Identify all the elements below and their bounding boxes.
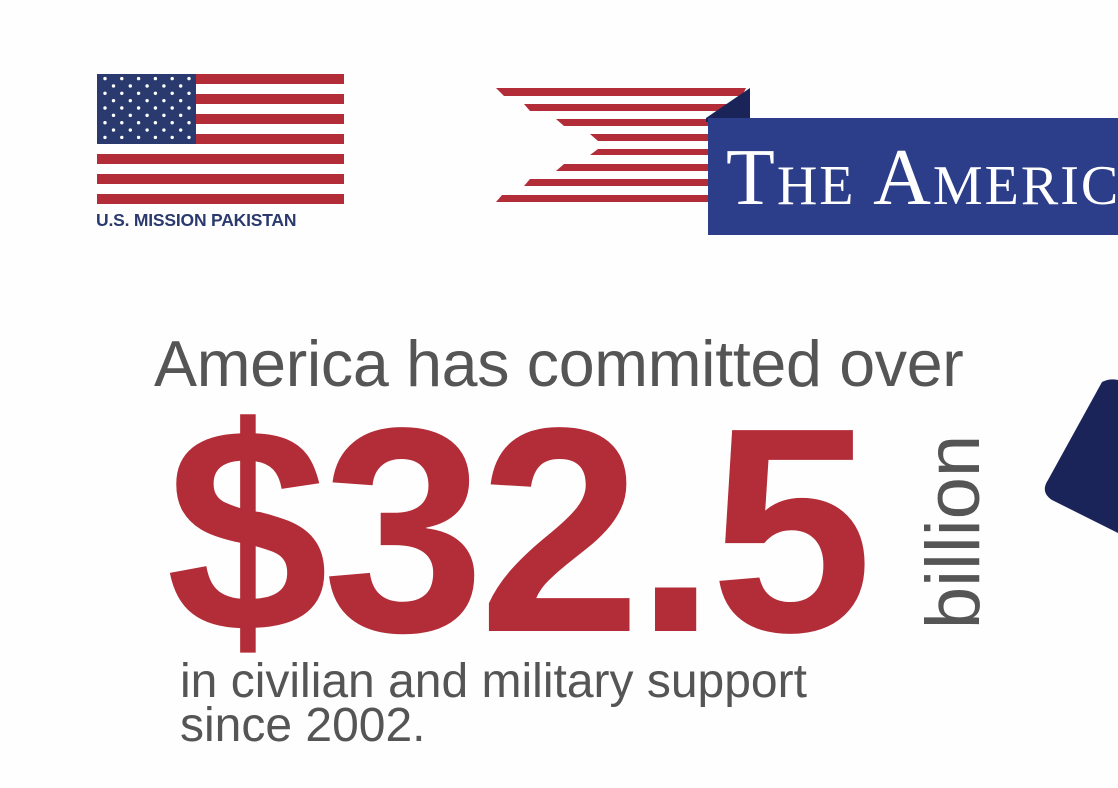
flag-stripe bbox=[97, 164, 344, 175]
flag-star bbox=[179, 98, 183, 103]
flag-star bbox=[187, 106, 191, 110]
flag-star bbox=[111, 113, 116, 118]
flag-star bbox=[170, 106, 174, 110]
ribbon-stripe bbox=[524, 104, 734, 111]
amount-figure: $32.5 bbox=[166, 367, 873, 693]
flag-star bbox=[103, 135, 107, 140]
banner: The Americ bbox=[708, 118, 1118, 235]
flag-star bbox=[179, 113, 183, 118]
flag-stripe bbox=[97, 134, 344, 145]
headline: America has committed over bbox=[154, 328, 964, 400]
flag-star bbox=[170, 135, 174, 140]
flag-stripe bbox=[97, 114, 344, 125]
flag-star bbox=[103, 106, 107, 110]
flag-star bbox=[136, 135, 141, 140]
flag-star bbox=[111, 98, 116, 103]
flag-star bbox=[162, 113, 166, 118]
banner-fold-shape bbox=[706, 88, 750, 122]
flag-star bbox=[170, 91, 174, 95]
flag-star bbox=[170, 76, 174, 81]
flag-stripe bbox=[97, 194, 344, 204]
flag-star bbox=[145, 98, 149, 103]
flag-star bbox=[120, 91, 124, 95]
flag-stripe bbox=[97, 74, 344, 85]
flag-star bbox=[153, 135, 158, 140]
subtext-line-2: since 2002. bbox=[180, 699, 426, 752]
banner-fold-icon bbox=[706, 88, 750, 122]
ribbon-stripe bbox=[556, 164, 716, 171]
flag-star bbox=[145, 113, 149, 118]
flag-stripe bbox=[97, 154, 344, 165]
flag-star bbox=[153, 76, 158, 81]
mission-label: U.S. MISSION PAKISTAN bbox=[96, 210, 297, 230]
stripes-ribbon-icon bbox=[496, 88, 746, 202]
flag-star bbox=[111, 84, 116, 88]
flag-stripe bbox=[97, 184, 344, 195]
flag-star bbox=[128, 98, 132, 103]
flag-star bbox=[103, 121, 107, 125]
flag-star bbox=[128, 128, 132, 132]
flag-star bbox=[187, 121, 191, 125]
flag-star bbox=[187, 91, 191, 95]
flag-stripe bbox=[97, 104, 344, 115]
flag-star bbox=[179, 128, 183, 132]
banner-title: The Americ bbox=[726, 134, 1118, 222]
flag-star bbox=[120, 106, 124, 110]
flag-star bbox=[153, 106, 158, 110]
flag-star bbox=[136, 76, 141, 81]
ribbon-stripe bbox=[524, 179, 716, 186]
flag-star bbox=[128, 84, 132, 88]
flag-star bbox=[145, 84, 149, 88]
flag-stripe bbox=[97, 94, 344, 105]
flag-star bbox=[120, 76, 124, 81]
flag-star bbox=[162, 98, 166, 103]
flag-star bbox=[120, 121, 124, 125]
flag-star bbox=[162, 84, 166, 88]
ribbon-stripe bbox=[496, 88, 746, 96]
flag-star bbox=[128, 113, 132, 118]
flag-star bbox=[187, 76, 191, 81]
us-flag-icon bbox=[97, 74, 344, 204]
flag-star bbox=[153, 91, 158, 95]
flag-star bbox=[179, 84, 183, 88]
flag-star bbox=[145, 128, 149, 132]
subtext-line-1: in civilian and military support bbox=[180, 655, 807, 708]
ribbon-stripe bbox=[496, 195, 716, 202]
flag-star bbox=[170, 121, 174, 125]
flag-star bbox=[162, 128, 166, 132]
flag-stripe bbox=[97, 84, 344, 95]
navy-ribbon-path bbox=[1044, 379, 1118, 533]
flag-stripe bbox=[97, 144, 344, 155]
flag-star bbox=[153, 121, 158, 125]
flag-stripe bbox=[97, 174, 344, 185]
navy-ribbon-shape bbox=[1044, 379, 1118, 533]
flag-star bbox=[187, 135, 191, 140]
amount-unit: billion bbox=[911, 434, 996, 630]
ribbon-stripe bbox=[556, 119, 724, 126]
ribbon-stripe bbox=[590, 134, 716, 141]
flag-star bbox=[111, 128, 116, 132]
flag-stripe bbox=[97, 124, 344, 135]
flag-star bbox=[103, 76, 107, 81]
flag-star bbox=[136, 106, 141, 110]
ribbon-stripe bbox=[590, 149, 716, 155]
flag-star bbox=[120, 135, 124, 140]
flag-star bbox=[103, 91, 107, 95]
flag-star bbox=[136, 121, 141, 125]
flag-star bbox=[136, 91, 141, 95]
subtext: in civilian and military support since 2… bbox=[180, 655, 807, 752]
